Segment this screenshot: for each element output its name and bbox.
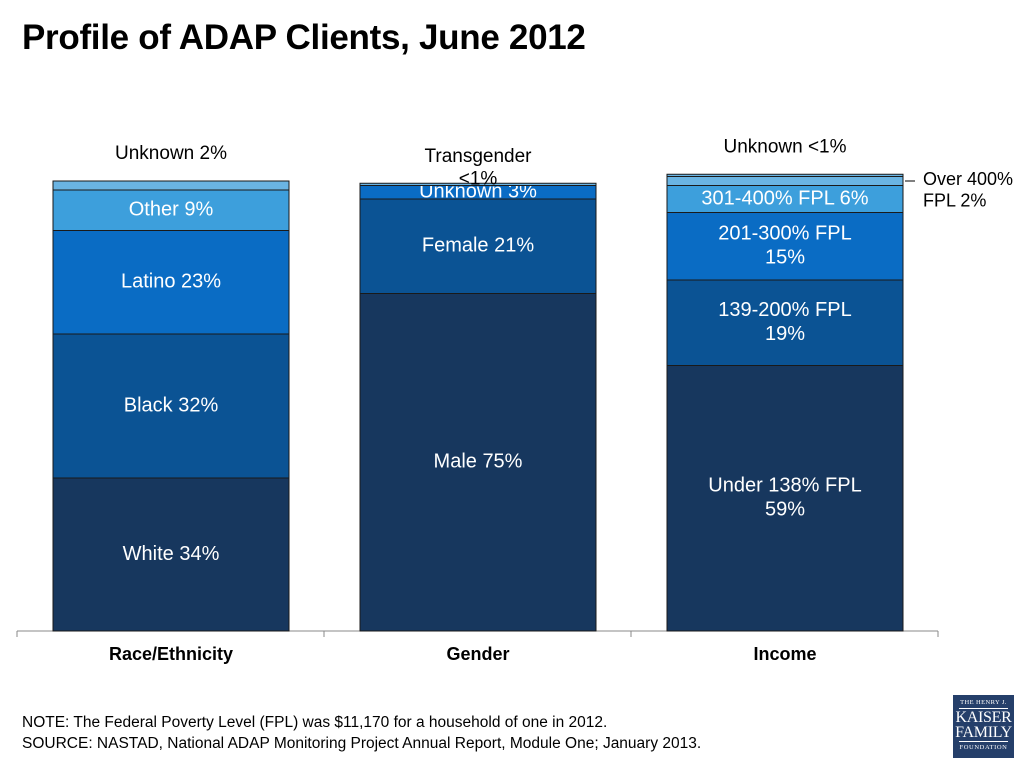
x-tick-label-income: Income: [753, 644, 816, 664]
bar-segment-race-ethnicity-white: [52, 477, 290, 632]
bar-segment-income-unknown: [666, 173, 904, 177]
stacked-bar-chart: White 34% Black 32% Latino 23% Other 9% Unkn…: [16, 136, 1013, 664]
chart-title: Profile of ADAP Clients, June 2012: [22, 18, 586, 57]
data-label-income-over-400-fpl: Over 400% FPL 2%: [923, 169, 1013, 211]
data-label-income-under-138-fpl: Under 138% FPL 59%: [708, 475, 861, 521]
bar-segment-income-under-138-fpl: [666, 365, 904, 632]
data-label-income-unknown: Unknown <1%: [723, 136, 846, 157]
data-label-race-ethnicity-black: Black 32%: [124, 394, 219, 416]
data-label-income-139-200-fpl: 139-200% FPL 19%: [718, 299, 851, 345]
bar-segment-race-ethnicity-unknown: [52, 180, 290, 191]
data-label-gender-female: Female 21%: [422, 235, 534, 257]
data-label-race-ethnicity-latino: Latino 23%: [121, 271, 221, 293]
bar-segment-income-over-400-fpl: [666, 176, 904, 186]
data-label-race-ethnicity-other: Other 9%: [129, 199, 214, 221]
bar-segment-gender-male: [359, 293, 597, 632]
bar-segment-gender-female: [359, 198, 597, 294]
bar-segment-income-201-300-fpl: [666, 212, 904, 281]
bar-segment-race-ethnicity-other: [52, 189, 290, 231]
x-tick-label-gender: Gender: [446, 644, 509, 664]
kaiser-family-foundation-logo: THE HENRY J. KAISER FAMILY FOUNDATION: [953, 695, 1014, 758]
footer-source: SOURCE: NASTAD, National ADAP Monitoring…: [22, 735, 702, 752]
x-tick-label-race-ethnicity: Race/Ethnicity: [109, 644, 233, 664]
bar-segment-income-139-200-fpl: [666, 279, 904, 366]
data-label-gender-unknown: Unknown 3%: [419, 181, 537, 203]
bar-segment-race-ethnicity-black: [52, 333, 290, 479]
footer-note: NOTE: The Federal Poverty Level (FPL) wa…: [22, 714, 608, 731]
data-label-race-ethnicity-white: White 34%: [123, 543, 220, 565]
data-label-income-201-300-fpl: 201-300% FPL 15%: [718, 223, 851, 269]
footer-notes: NOTE: The Federal Poverty Level (FPL) wa…: [22, 712, 701, 754]
data-label-gender-transgender: Transgender <1%: [424, 146, 532, 190]
data-label-race-ethnicity-unknown: Unknown 2%: [115, 143, 227, 164]
data-label-gender-male: Male 75%: [434, 451, 523, 473]
bar-segment-gender-transgender: [359, 182, 597, 186]
bar-segment-race-ethnicity-latino: [52, 230, 290, 335]
bar-segment-income-301-400-fpl: [666, 185, 904, 213]
data-label-income-301-400-fpl: 301-400% FPL 6%: [701, 187, 868, 209]
